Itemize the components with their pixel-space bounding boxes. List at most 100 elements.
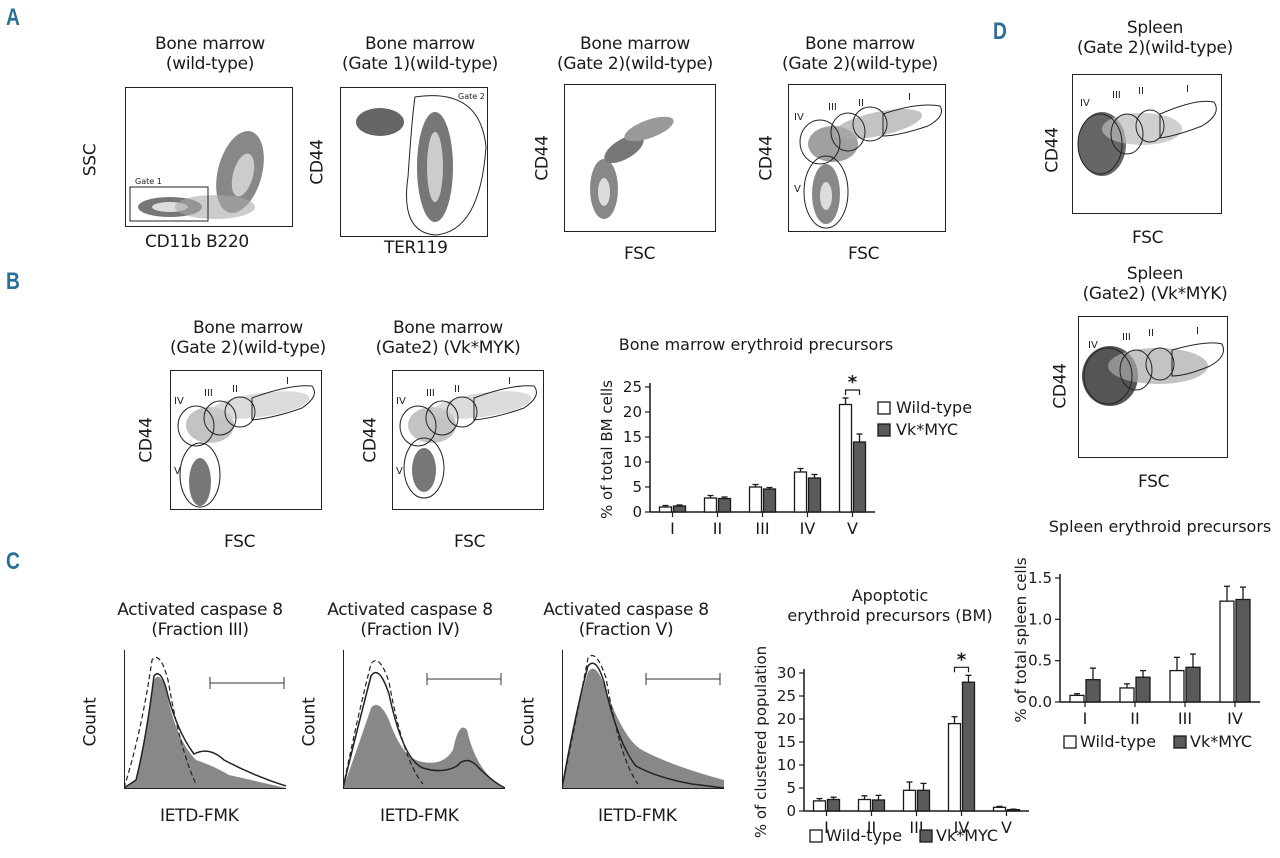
hist-plot-c2 xyxy=(342,650,506,790)
flow-a1-xlabel: CD11b B220 xyxy=(145,232,249,252)
legend-swatch xyxy=(1173,735,1187,749)
frac-label: V xyxy=(174,466,181,477)
frac-label: III xyxy=(426,388,435,399)
flow-plot-b2: I II III IV V xyxy=(392,370,544,510)
flow-b1-xlabel: FSC xyxy=(224,532,256,552)
significance-bracket xyxy=(844,389,861,395)
flow-a2-ylabel: CD44 xyxy=(307,139,328,185)
bar xyxy=(672,505,687,513)
bar xyxy=(703,497,718,513)
bar-chart-spleen-precursors: Spleen erythroid precursors 0.0 0.5 1.0 1.5%… xyxy=(1012,517,1271,751)
y-tick-label: 15 xyxy=(623,428,642,446)
frac-label: I xyxy=(286,376,289,387)
flow-b2-ylabel: CD44 xyxy=(360,417,381,463)
flow-a4-xlabel: FSC xyxy=(848,244,880,264)
frac-label: II xyxy=(1138,86,1144,97)
y-tick-label: 20 xyxy=(623,403,642,421)
legend-label: Wild-type xyxy=(896,398,972,417)
bar xyxy=(762,488,777,513)
chart-title: erythroid precursors (BM) xyxy=(787,606,992,625)
y-tick-label: 15 xyxy=(777,733,796,751)
y-tick-label: 10 xyxy=(777,756,796,774)
flow-plot-a2: Gate 2 xyxy=(340,87,488,237)
bar xyxy=(1135,676,1151,703)
bar xyxy=(857,798,872,812)
frac-label: III xyxy=(204,388,213,399)
x-tick-label: I xyxy=(670,519,675,538)
gate1-label: Gate 1 xyxy=(135,177,162,186)
bar xyxy=(1119,687,1135,703)
frac-label: IV xyxy=(794,112,804,123)
legend-swatch xyxy=(919,829,933,843)
frac-label: V xyxy=(794,184,801,195)
frac-label: I xyxy=(1186,84,1189,95)
flow-plot-d1: I II III IV xyxy=(1072,74,1222,214)
y-tick-label: 1.0 xyxy=(1028,610,1052,628)
flow-a3-ylabel: CD44 xyxy=(532,135,553,181)
hist-c2-xlabel: IETD-FMK xyxy=(380,806,459,826)
hist-c3-ylabel: Count xyxy=(518,697,539,747)
hist-c1-title: Activated caspase 8 (Fraction III) xyxy=(117,600,283,640)
flow-b2-title: Bone marrow (Gate2) (Vk*MYK) xyxy=(375,318,521,358)
chart-title: Apoptotic xyxy=(852,586,929,605)
frac-label: IV xyxy=(174,396,184,407)
bar xyxy=(658,506,673,513)
flow-a3-xlabel: FSC xyxy=(624,244,656,264)
flow-b1-title: Bone marrow (Gate 2)(wild-type) xyxy=(169,318,327,358)
legend-swatch xyxy=(809,829,823,843)
y-axis-label: % of total spleen cells xyxy=(1012,557,1030,722)
significance-star: * xyxy=(848,372,858,393)
flow-d2-xlabel: FSC xyxy=(1138,472,1170,492)
y-tick-label: 25 xyxy=(623,378,642,396)
hist-c3-title: Activated caspase 8 (Fraction V) xyxy=(543,600,709,640)
y-tick-label: 5 xyxy=(632,478,642,496)
x-tick-label: IV xyxy=(954,818,970,837)
x-tick-label: II xyxy=(1130,709,1139,728)
hist-plot-c3 xyxy=(561,650,725,790)
bar xyxy=(1169,669,1185,703)
hist-plot-c1 xyxy=(123,650,287,790)
frac-label: II xyxy=(1148,328,1154,339)
legend-swatch xyxy=(877,423,891,437)
flow-plot-d2: I II III IV xyxy=(1078,316,1228,458)
chart-title: Bone marrow erythroid precursors xyxy=(619,335,894,354)
flow-a4-ylabel: CD44 xyxy=(756,135,777,181)
x-tick-label: V xyxy=(847,519,858,538)
y-tick-label: 0 xyxy=(786,802,796,820)
flow-a1-title: Bone marrow (wild-type) xyxy=(155,34,265,74)
frac-label: II xyxy=(232,384,238,395)
gate2-label: Gate 2 xyxy=(458,92,485,101)
flow-b2-xlabel: FSC xyxy=(454,532,486,552)
flow-a3-title: Bone marrow (Gate 2)(wild-type) xyxy=(556,34,714,74)
bar xyxy=(871,799,886,812)
flow-a1-ylabel: SSC xyxy=(80,143,101,177)
flow-d1-xlabel: FSC xyxy=(1132,228,1164,248)
frac-label: I xyxy=(1196,326,1199,337)
hist-c1-xlabel: IETD-FMK xyxy=(160,806,239,826)
legend-label: Wild-type xyxy=(1080,732,1156,751)
hist-c2-title: Activated caspase 8 (Fraction IV) xyxy=(327,600,493,640)
x-tick-label: II xyxy=(867,818,876,837)
significance-bracket xyxy=(953,666,970,673)
frac-label: IV xyxy=(396,396,406,407)
bar xyxy=(961,681,976,812)
flow-d2-ylabel: CD44 xyxy=(1050,363,1071,409)
panel-label-a: A xyxy=(6,4,20,31)
flow-plot-a1: Gate 1 xyxy=(125,87,293,227)
flow-d2-title: Spleen (Gate2) (Vk*MYK) xyxy=(1082,264,1228,304)
bar xyxy=(1085,679,1101,703)
bar xyxy=(793,471,808,513)
y-axis-label: % of clustered population xyxy=(752,646,770,838)
frac-label: IV xyxy=(1088,340,1098,351)
x-tick-label: V xyxy=(1001,818,1012,837)
bar xyxy=(717,497,732,513)
y-tick-label: 0.0 xyxy=(1028,693,1052,711)
hist-c3-xlabel: IETD-FMK xyxy=(598,806,677,826)
bar xyxy=(852,441,867,513)
bar xyxy=(1006,808,1021,812)
y-tick-label: 10 xyxy=(623,453,642,471)
x-tick-label: IV xyxy=(1227,709,1243,728)
frac-label: III xyxy=(1112,90,1121,101)
flow-a2-title: Bone marrow (Gate 1)(wild-type) xyxy=(341,34,499,74)
